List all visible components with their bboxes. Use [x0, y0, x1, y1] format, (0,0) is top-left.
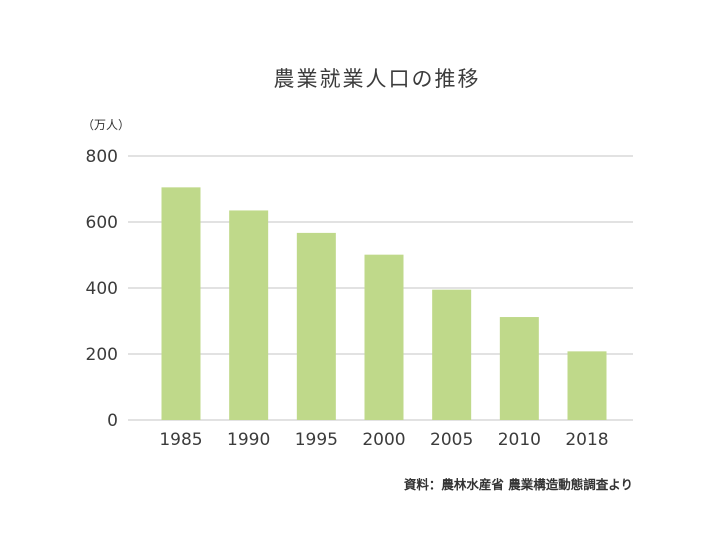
x-tick-label: 1990: [227, 430, 270, 450]
bar-2018: [567, 351, 607, 420]
x-tick-label: 1985: [159, 430, 202, 450]
y-tick-label: 400: [86, 279, 118, 299]
y-axis-unit-label: （万人）: [82, 118, 130, 132]
y-tick-label: 200: [86, 345, 118, 365]
x-axis-ticks: 1985 1990 1995 2000 2005 2010 2018: [159, 430, 608, 450]
bar-1990: [229, 210, 269, 420]
bar-1985: [161, 187, 201, 420]
bar-2010: [499, 317, 539, 420]
x-tick-label: 1995: [295, 430, 338, 450]
y-tick-label: 0: [107, 411, 118, 431]
x-tick-label: 2000: [362, 430, 405, 450]
y-tick-label: 800: [86, 147, 118, 167]
bar-2005: [432, 289, 472, 420]
x-tick-label: 2010: [498, 430, 541, 450]
x-tick-label: 2005: [430, 430, 473, 450]
x-tick-label: 2018: [565, 430, 608, 450]
y-axis-ticks: 0 200 400 600 800: [86, 147, 118, 431]
chart-title: 農業就業人口の推移: [274, 67, 481, 91]
bars: [161, 187, 607, 420]
bar-2000: [364, 254, 404, 420]
source-note: 資料：農林水産省 農業構造動態調査より: [404, 477, 633, 492]
y-tick-label: 600: [86, 213, 118, 233]
bar-1995: [296, 232, 336, 420]
